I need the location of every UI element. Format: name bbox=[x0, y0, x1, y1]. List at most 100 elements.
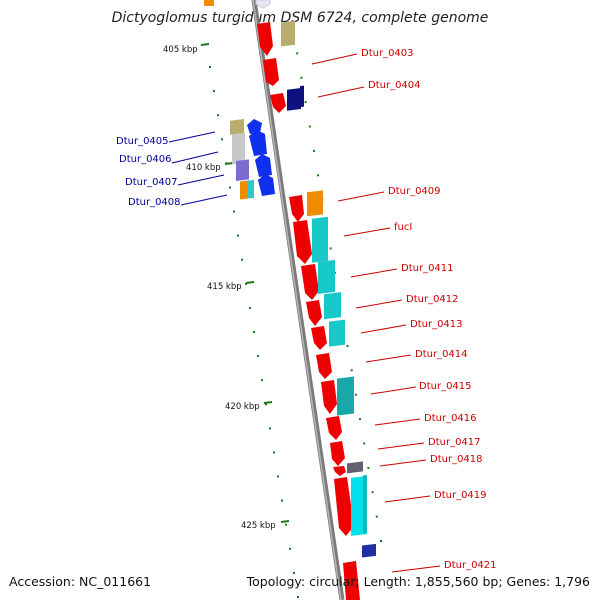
gene-label[interactable]: Dtur_0408 bbox=[128, 197, 181, 208]
cds-block[interactable] bbox=[300, 85, 304, 108]
ruler-dot bbox=[317, 174, 320, 177]
cds-block[interactable] bbox=[232, 132, 245, 165]
gene-label[interactable]: Dtur_0417 bbox=[428, 437, 481, 448]
gene-arrow[interactable] bbox=[333, 466, 346, 476]
cds-block[interactable] bbox=[362, 543, 376, 558]
ruler-dot bbox=[273, 451, 275, 454]
label-connectors-left bbox=[168, 131, 228, 206]
gene-arrow-reverse[interactable] bbox=[247, 119, 262, 134]
tick-label-425: 425 kbp bbox=[241, 521, 276, 531]
ruler-dot bbox=[245, 282, 247, 285]
reverse-features bbox=[230, 119, 275, 200]
ruler-ticks: 405 kbp 410 kbp 415 kbp 420 kbp 425 kbp bbox=[163, 43, 290, 531]
gene-label[interactable]: Dtur_0414 bbox=[415, 349, 468, 360]
gene-label[interactable]: Dtur_0415 bbox=[419, 381, 472, 392]
ruler-dot bbox=[363, 442, 366, 445]
gene-label[interactable]: Dtur_0412 bbox=[406, 294, 459, 305]
gene-label[interactable]: Dtur_0413 bbox=[410, 319, 463, 330]
cds-block[interactable] bbox=[281, 20, 295, 47]
gene-label[interactable]: Dtur_0418 bbox=[430, 454, 483, 465]
tick-label-410: 410 kbp bbox=[186, 163, 221, 173]
cds-block[interactable] bbox=[204, 0, 214, 6]
ruler-dot bbox=[308, 125, 311, 128]
gene-label[interactable]: Dtur_0421 bbox=[444, 560, 497, 571]
gene-arrow[interactable] bbox=[301, 264, 319, 300]
cds-block[interactable] bbox=[337, 376, 354, 416]
ruler-dot bbox=[237, 234, 239, 237]
ruler-dot bbox=[380, 540, 382, 542]
ruler-dot bbox=[313, 149, 315, 152]
cds-block[interactable] bbox=[307, 190, 323, 217]
ruler-dot bbox=[367, 466, 370, 469]
gene-arrow[interactable] bbox=[311, 326, 327, 350]
gene-arrow[interactable] bbox=[270, 93, 286, 113]
ruler-dot bbox=[304, 101, 307, 104]
gene-label[interactable]: Dtur_0406 bbox=[119, 154, 172, 165]
cds-block[interactable] bbox=[347, 461, 363, 474]
ruler-dot bbox=[213, 90, 215, 93]
gene-labels-left: Dtur_0405 Dtur_0406 Dtur_0407 Dtur_0408 bbox=[116, 136, 181, 208]
gene-arrow[interactable] bbox=[306, 300, 322, 326]
gene-arrow[interactable] bbox=[255, 0, 271, 9]
gene-arrow[interactable] bbox=[330, 441, 345, 466]
cds-block[interactable] bbox=[240, 180, 247, 200]
gene-arrow-reverse[interactable] bbox=[255, 154, 272, 177]
ruler-dot bbox=[346, 345, 349, 347]
accession-text: Accession: NC_011661 bbox=[9, 574, 152, 589]
ruler-dot bbox=[217, 114, 219, 117]
cds-block[interactable] bbox=[236, 159, 249, 182]
gene-arrow[interactable] bbox=[263, 58, 279, 86]
ruler-dot bbox=[253, 331, 255, 333]
cds-block[interactable] bbox=[324, 292, 341, 320]
ruler-dot bbox=[354, 393, 357, 396]
gene-arrow[interactable] bbox=[334, 477, 354, 536]
tick-415: 415 kbp bbox=[207, 281, 255, 292]
gene-arrow[interactable] bbox=[257, 22, 273, 56]
ruler-dot bbox=[293, 571, 295, 574]
gene-label[interactable]: Dtur_0409 bbox=[388, 186, 441, 197]
gene-label[interactable]: Dtur_0411 bbox=[401, 263, 454, 274]
gene-arrow[interactable] bbox=[321, 380, 337, 414]
gene-label[interactable]: Dtur_0419 bbox=[434, 490, 487, 501]
gene-label[interactable]: Dtur_0403 bbox=[361, 48, 414, 59]
gene-label[interactable]: Dtur_0405 bbox=[116, 136, 169, 147]
backbone bbox=[251, 0, 345, 600]
gene-arrow[interactable] bbox=[326, 416, 342, 440]
cds-block[interactable] bbox=[312, 216, 328, 263]
cds-block[interactable] bbox=[363, 474, 367, 534]
ruler-dot bbox=[229, 186, 231, 189]
ruler-dot bbox=[241, 258, 243, 261]
ruler-dot bbox=[233, 210, 235, 213]
tick-420: 420 kbp bbox=[225, 401, 273, 412]
cds-block[interactable] bbox=[329, 319, 345, 347]
gene-arrow-reverse[interactable] bbox=[249, 130, 267, 156]
tick-410: 410 kbp bbox=[186, 162, 234, 173]
gene-labels-right: Dtur_0403 Dtur_0404 Dtur_0409 fucI Dtur_… bbox=[361, 48, 497, 571]
label-connectors-right bbox=[311, 53, 441, 573]
ruler-dot bbox=[359, 418, 361, 421]
gene-label[interactable]: Dtur_0407 bbox=[125, 177, 178, 188]
ruler-dot bbox=[329, 247, 332, 250]
tick-label-415: 415 kbp bbox=[207, 282, 242, 292]
gene-arrow[interactable] bbox=[289, 195, 304, 222]
cds-block[interactable] bbox=[287, 88, 301, 111]
cds-block[interactable] bbox=[230, 119, 244, 135]
gene-arrow[interactable] bbox=[343, 561, 360, 600]
tick-425: 425 kbp bbox=[241, 520, 290, 531]
gene-label[interactable]: Dtur_0416 bbox=[424, 413, 477, 424]
gene-arrow[interactable] bbox=[316, 353, 332, 379]
gene-arrow[interactable] bbox=[293, 220, 312, 264]
cds-block[interactable] bbox=[247, 179, 254, 199]
gene-label[interactable]: fucI bbox=[394, 222, 412, 233]
ruler-dot bbox=[261, 379, 263, 382]
ruler-dot bbox=[296, 52, 299, 55]
gene-arrow-reverse[interactable] bbox=[258, 174, 275, 196]
ruler-dot bbox=[209, 66, 211, 68]
ruler-dot bbox=[375, 515, 378, 518]
forward-features bbox=[204, 0, 376, 600]
cds-block[interactable] bbox=[318, 259, 335, 294]
ruler-dot bbox=[281, 499, 283, 502]
gene-label[interactable]: Dtur_0404 bbox=[368, 80, 421, 91]
tick-label-420: 420 kbp bbox=[225, 402, 260, 412]
